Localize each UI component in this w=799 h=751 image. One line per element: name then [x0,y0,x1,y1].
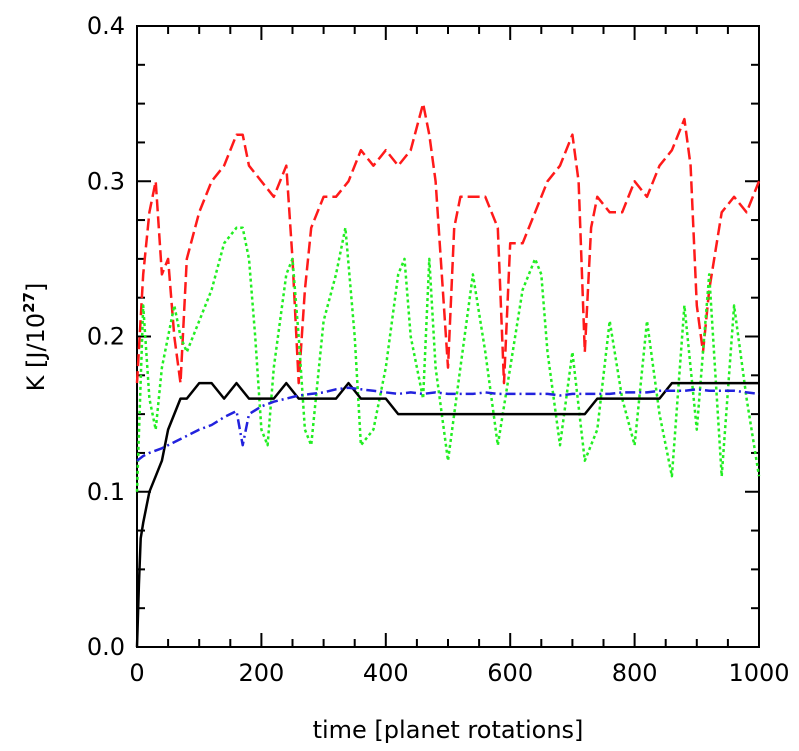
series-line-green-dotted [135,226,761,492]
y-tick-label: 0.4 [87,12,125,40]
x-tick-label: 1000 [728,659,789,687]
tick-labels: 0 200 400 600 800 1000 0.0 0.1 0.2 0.3 0.4 [87,12,790,687]
x-tick-label: 0 [129,659,144,687]
y-tick-label: 0.0 [87,633,125,661]
y-axis-label-exponent: 27 [20,292,38,313]
x-tick-label: 800 [612,659,658,687]
y-tick-label: 0.2 [87,323,125,351]
y-tick-label: 0.3 [87,167,125,195]
series-line-black-solid [135,381,759,648]
x-tick-label: 400 [363,659,409,687]
x-tick-label: 600 [487,659,533,687]
series-line-red-dashed [135,102,761,385]
y-tick-label: 0.1 [87,478,125,506]
y-axis-label: K [J/1027] [20,283,50,392]
plot-frame [136,25,760,648]
y-axis-label-prefix: K [J/10 [22,313,50,391]
y-axis-label-suffix: ] [22,283,50,292]
series-line-blue-dash-dot [136,386,760,462]
series-group [135,102,761,648]
x-tick-label: 200 [238,659,284,687]
x-axis-label: time [planet rotations] [313,716,584,744]
axis-ticks [136,25,760,648]
